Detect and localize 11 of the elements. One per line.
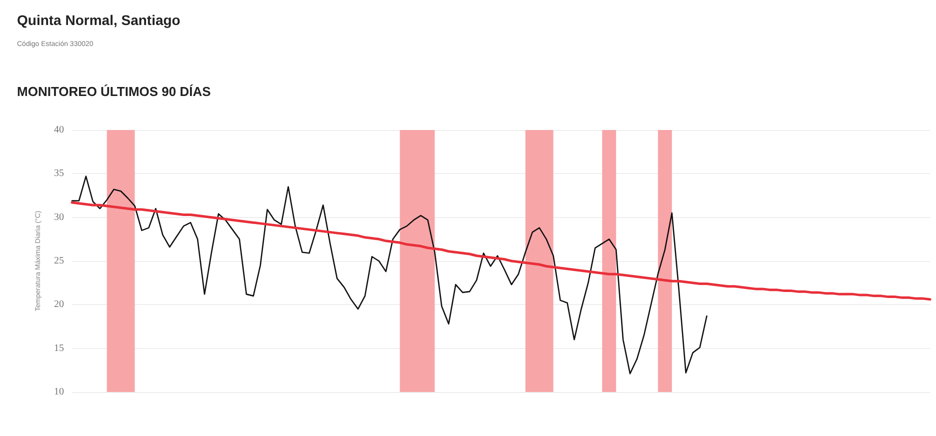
chart-title: Quinta Normal, Santiago	[17, 12, 180, 28]
y-tick-label: 25	[54, 256, 64, 266]
line-series	[71, 176, 708, 374]
y-tick-label: 15	[54, 342, 64, 354]
y-tick-label: 40	[54, 124, 64, 136]
y-tick-label: 20	[54, 299, 64, 310]
text: MONITOREO ÚLTIMOS 90 DÍAS	[17, 84, 212, 99]
line-series	[70, 201, 932, 301]
y-tick-label: 35	[54, 168, 64, 180]
y-tick-label: 10	[54, 386, 64, 398]
y-tick-label: 30	[54, 212, 64, 223]
